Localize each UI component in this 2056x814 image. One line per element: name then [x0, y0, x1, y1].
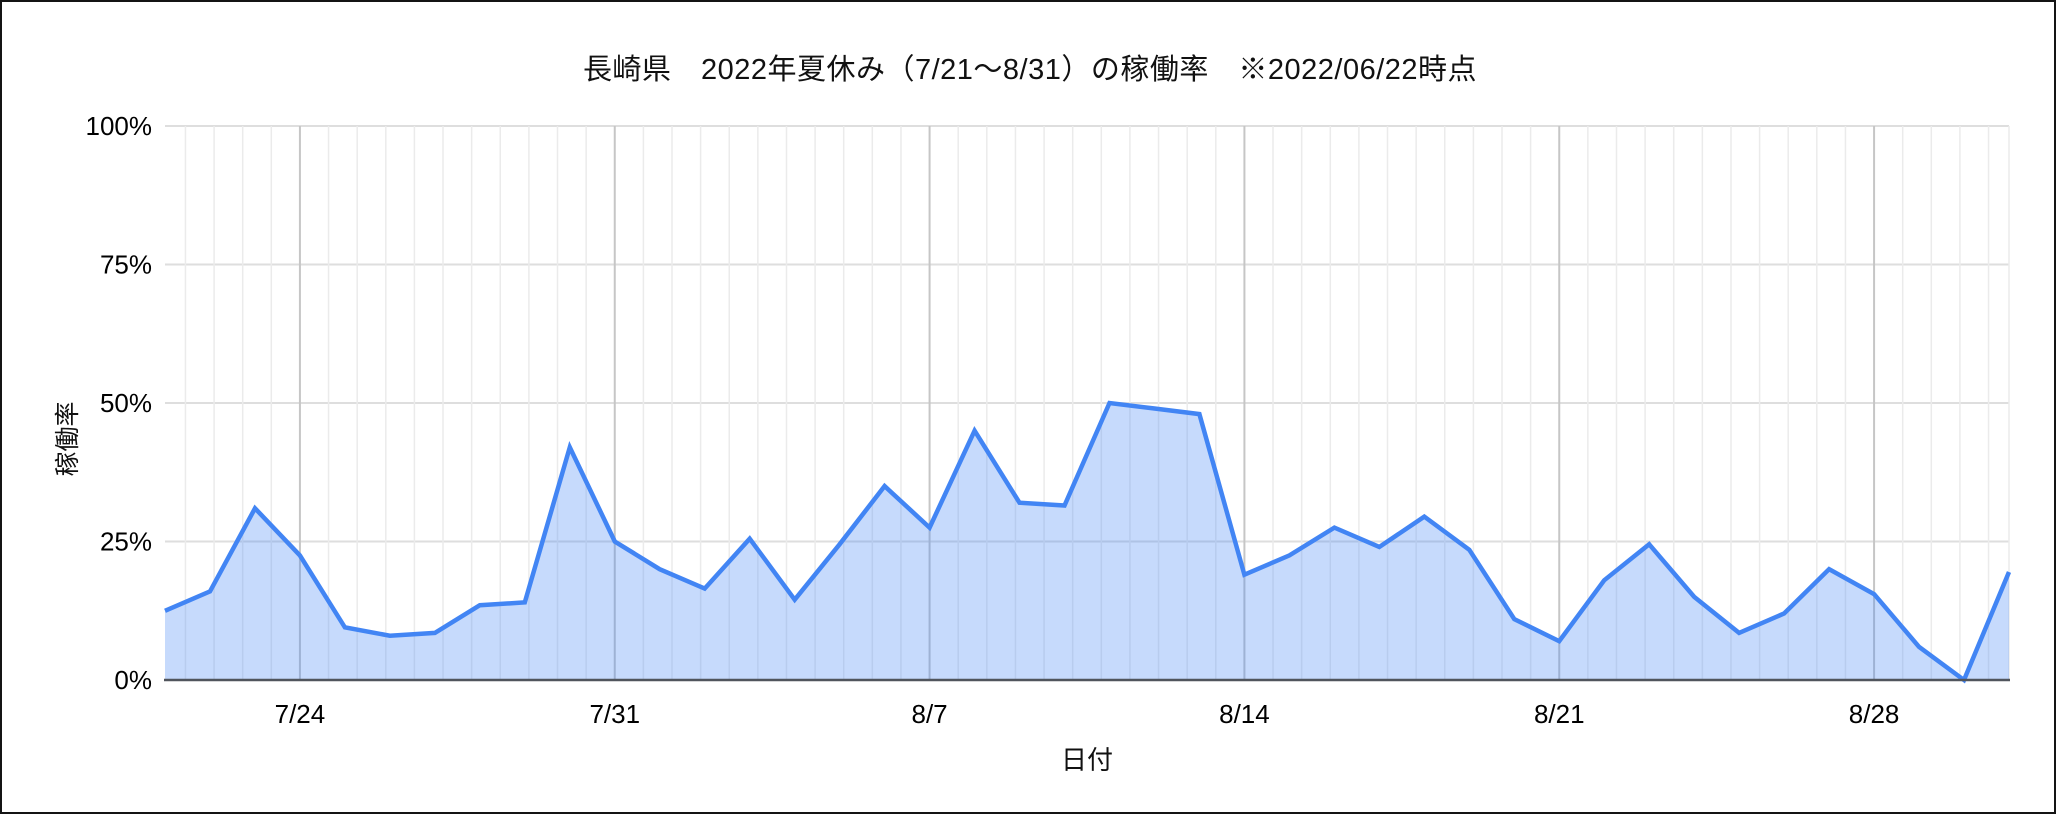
y-tick-label: 100% — [86, 111, 153, 141]
x-tick-label: 8/28 — [1849, 699, 1900, 729]
x-tick-labels: 7/24 7/31 8/7 8/14 8/21 8/28 — [275, 699, 1900, 729]
x-tick-label: 8/14 — [1219, 699, 1270, 729]
x-tick-label: 7/24 — [275, 699, 326, 729]
x-tick-label: 8/7 — [912, 699, 948, 729]
y-tick-label: 50% — [100, 388, 152, 418]
x-axis-title: 日付 — [1060, 745, 1113, 775]
occupancy-area-fill — [165, 403, 2009, 680]
y-tick-label: 0% — [114, 665, 152, 695]
occupancy-line-series — [164, 400, 2012, 684]
y-tick-labels: 0% 25% 50% 75% 100% — [86, 111, 153, 695]
y-tick-label: 25% — [100, 527, 152, 557]
y-tick-label: 75% — [100, 250, 152, 280]
vertical-gridlines — [184, 126, 2010, 680]
x-tick-label: 8/21 — [1534, 699, 1585, 729]
x-tick-label: 7/31 — [589, 699, 640, 729]
chart-title: 長崎県 2022年夏休み（7/21〜8/31）の稼働率 ※2022/06/22時… — [582, 54, 1478, 86]
